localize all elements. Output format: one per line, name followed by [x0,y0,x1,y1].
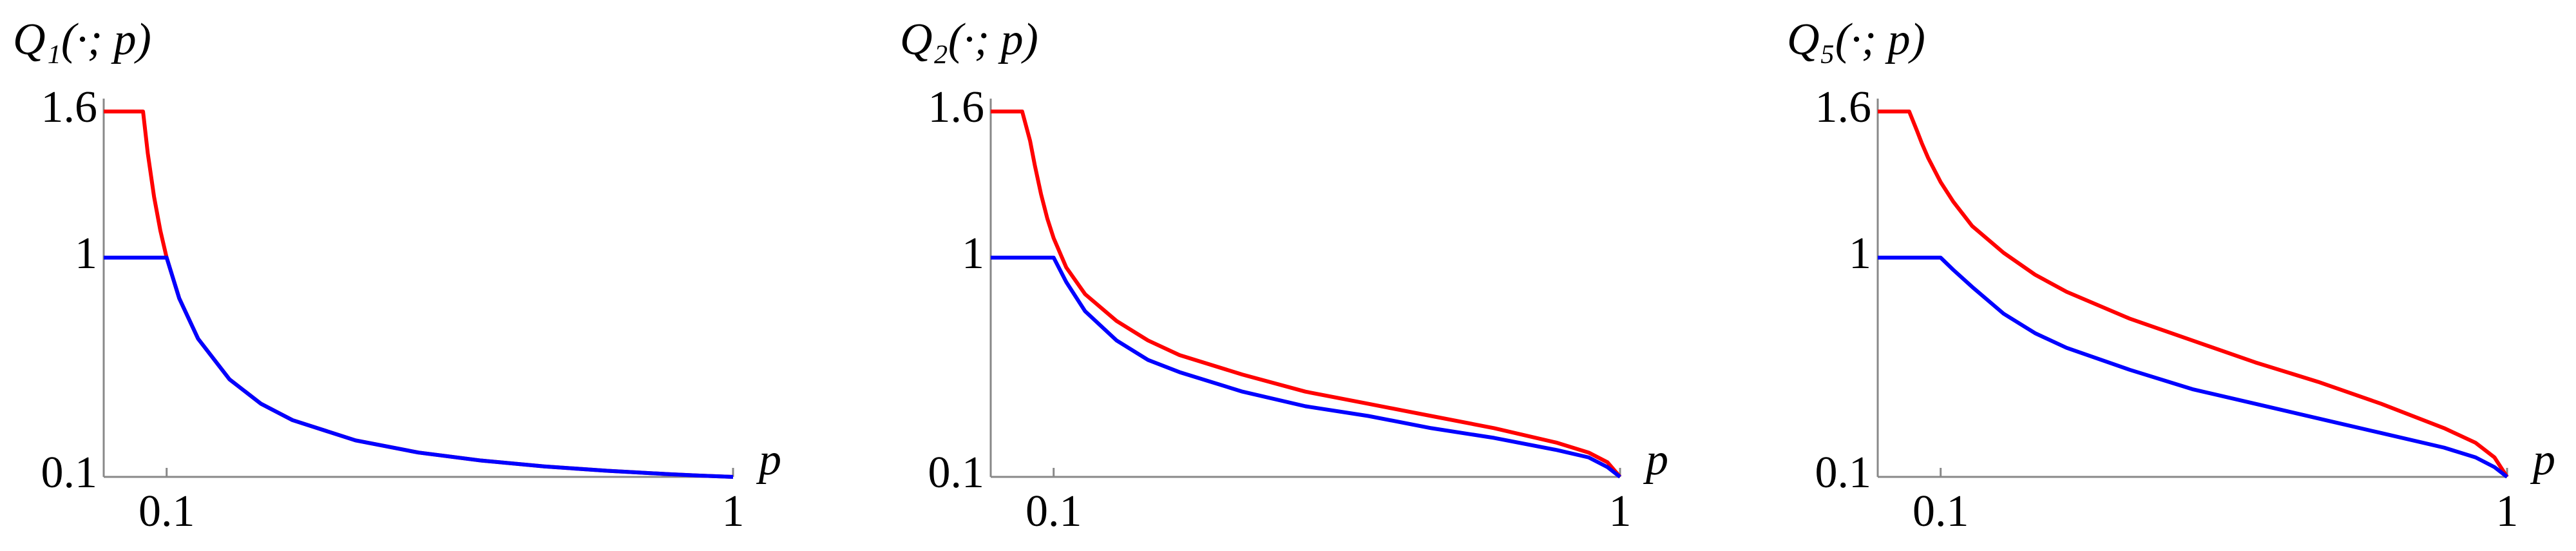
y-tick-label: 1 [75,229,97,278]
series-line [104,110,734,479]
series-line [1878,255,2508,479]
y-tick-label: 1.6 [1815,82,1872,132]
chart-title: Q₂(·; p) [900,15,1038,64]
y-tick-label: 0.1 [928,448,985,498]
chart-title: Q₅(·; p) [1787,15,1925,64]
y-tick-label: 0.1 [41,448,98,498]
x-axis-label: p [2530,435,2555,485]
series-line [991,110,1622,478]
x-tick-label: 1 [1609,487,1632,536]
series-line [1878,110,2509,478]
series-line [991,255,1621,479]
y-tick-label: 1.6 [928,82,985,132]
y-tick-label: 0.1 [1815,448,1872,498]
x-tick-label: 1 [2496,487,2519,536]
x-tick-label: 1 [722,487,745,536]
y-tick-label: 1 [1849,229,1871,278]
y-tick-label: 1.6 [41,82,98,132]
y-tick-label: 1 [962,229,984,278]
x-tick-label: 0.1 [1913,487,1969,536]
x-axis-label: p [756,435,781,485]
x-tick-label: 0.1 [1026,487,1082,536]
x-tick-label: 0.1 [138,487,195,536]
series-line [104,255,734,479]
x-axis-label: p [1643,435,1668,485]
chart-title: Q₁(·; p) [13,15,151,64]
